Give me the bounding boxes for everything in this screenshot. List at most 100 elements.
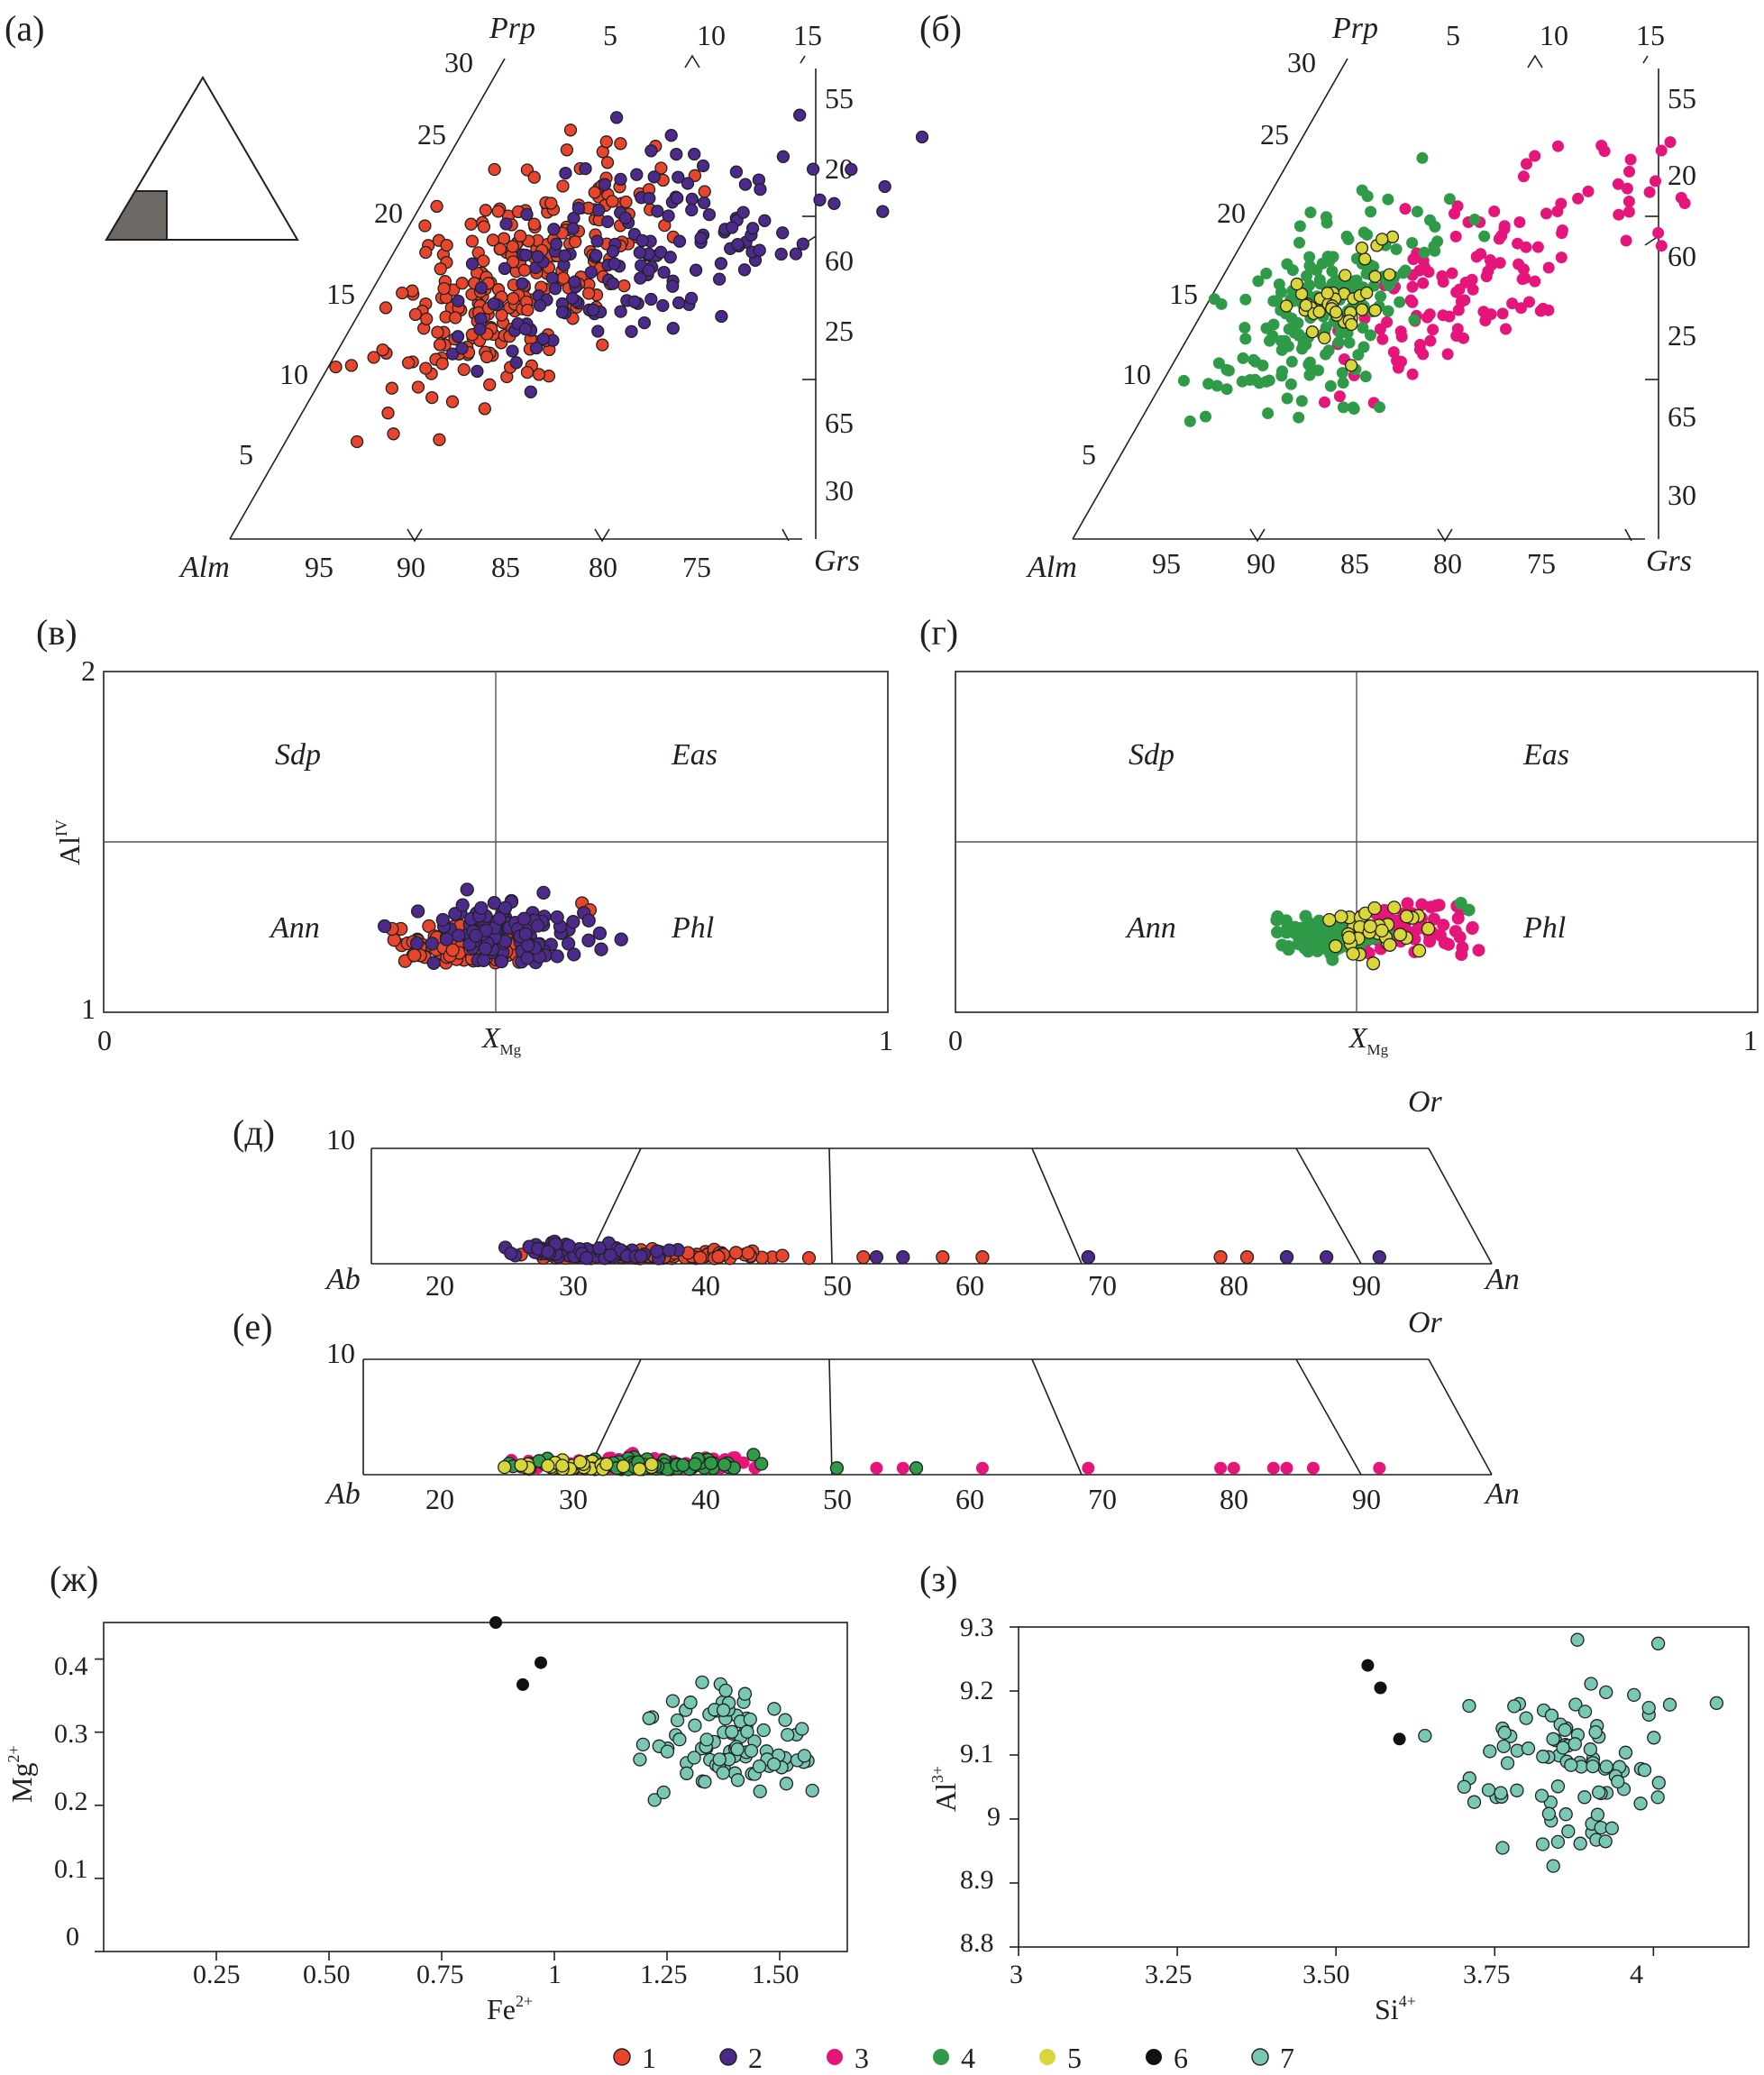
point-series-3 — [1655, 240, 1668, 252]
right-tick-a-65: 65 — [825, 407, 854, 439]
prp-tick-b-20: 20 — [1217, 197, 1246, 229]
point-series-7 — [737, 1687, 753, 1701]
y-tick-c-1: 1 — [81, 992, 96, 1025]
y-axis-label-h: Al3+ — [928, 1766, 962, 1812]
corner-ab-f: Ab — [324, 1477, 361, 1511]
point-series-2 — [725, 221, 739, 234]
point-series-7 — [1641, 1700, 1656, 1715]
point-series-1 — [381, 407, 395, 420]
x-tick-e-60: 60 — [955, 1269, 984, 1302]
point-series-7 — [1546, 1859, 1560, 1873]
point-series-1 — [614, 137, 627, 151]
point-series-4 — [1284, 921, 1297, 935]
point-series-2 — [789, 247, 803, 261]
corner-or-f: Or — [1408, 1306, 1443, 1339]
point-series-4 — [1382, 193, 1394, 206]
point-series-2 — [876, 205, 890, 218]
point-series-3 — [1437, 919, 1450, 932]
x-tick-g-5: 1.50 — [752, 1960, 800, 1989]
point-series-2 — [715, 309, 728, 324]
inset-highlight — [105, 190, 168, 241]
point-series-2 — [603, 1248, 617, 1263]
point-series-7 — [1584, 1677, 1598, 1691]
point-series-1 — [387, 933, 401, 947]
point-series-3 — [1082, 1461, 1095, 1475]
point-series-7 — [1564, 1758, 1578, 1772]
plot-frame-g — [103, 1622, 848, 1952]
point-series-5 — [616, 1458, 631, 1474]
point-series-2 — [672, 296, 686, 310]
point-series-7 — [1519, 1711, 1533, 1725]
point-series-4 — [1416, 151, 1429, 164]
point-series-4 — [1303, 369, 1316, 381]
point-series-5 — [1366, 956, 1381, 971]
point-series-3 — [1496, 307, 1509, 320]
point-series-1 — [465, 234, 480, 248]
field-phl-d: Phl — [1522, 911, 1566, 945]
point-series-1 — [506, 240, 519, 253]
point-series-5 — [1329, 306, 1343, 319]
point-series-3 — [1622, 206, 1635, 218]
point-series-3 — [1650, 175, 1661, 187]
point-series-4 — [1200, 410, 1211, 423]
point-series-4 — [1312, 914, 1326, 928]
point-series-4 — [1375, 290, 1387, 303]
x-tick-h-0: 3 — [1010, 1960, 1023, 1989]
point-series-7 — [752, 1759, 767, 1774]
x-axis-label-h: Si4+ — [1375, 1992, 1416, 2025]
point-series-2 — [684, 291, 699, 306]
y-tick-g-3: 0.3 — [54, 1719, 88, 1749]
point-series-2 — [549, 237, 563, 251]
point-series-5 — [1421, 921, 1436, 936]
point-series-1 — [431, 325, 444, 339]
svg-text:AlIV: AlIV — [52, 819, 86, 865]
point-series-7 — [1558, 1723, 1572, 1737]
field-eas-c: Eas — [671, 738, 717, 772]
points-h — [1361, 1632, 1724, 1873]
point-series-1 — [936, 1250, 950, 1265]
right-tick-b-65: 65 — [1668, 400, 1696, 433]
x-tick-f-60: 60 — [955, 1483, 984, 1515]
legend-label-4: 4 — [961, 2042, 975, 2074]
point-series-7 — [712, 1752, 727, 1767]
point-series-5 — [1329, 939, 1343, 954]
point-series-2 — [587, 303, 600, 316]
point-series-5 — [1321, 287, 1334, 300]
point-series-2 — [1279, 1250, 1294, 1265]
point-series-2 — [896, 1250, 910, 1265]
point-series-5 — [541, 1458, 555, 1473]
point-series-7 — [1583, 1742, 1598, 1757]
x-tick-f-70: 70 — [1088, 1483, 1117, 1515]
point-series-4 — [1263, 374, 1275, 387]
point-series-7 — [797, 1749, 812, 1763]
point-series-2 — [473, 323, 487, 336]
point-series-2 — [736, 206, 750, 219]
point-series-3 — [1451, 200, 1464, 213]
point-series-7 — [716, 1766, 730, 1780]
point-series-5 — [1355, 303, 1369, 316]
point-series-3 — [1481, 307, 1494, 320]
point-series-7 — [1577, 1790, 1592, 1805]
x-tick-d-1: 1 — [1743, 1024, 1758, 1056]
corner-ab-e: Ab — [324, 1263, 361, 1296]
point-series-4 — [1293, 411, 1305, 424]
field-ann-c: Ann — [269, 911, 320, 945]
point-series-3 — [1572, 192, 1585, 205]
point-series-2 — [520, 951, 535, 965]
point-series-2 — [498, 900, 513, 915]
point-series-3 — [1376, 333, 1389, 345]
point-series-7 — [1604, 1821, 1619, 1835]
point-series-2 — [451, 330, 465, 343]
point-series-2 — [614, 305, 627, 318]
point-series-2 — [452, 928, 466, 943]
point-series-2 — [518, 322, 533, 336]
point-series-3 — [1455, 948, 1468, 962]
point-series-4 — [1418, 246, 1430, 259]
point-series-1 — [544, 197, 558, 210]
bottom-tick-a-95: 95 — [305, 551, 334, 583]
point-series-1 — [507, 292, 520, 306]
x-label-c: X — [480, 1021, 501, 1054]
point-series-4 — [1468, 214, 1481, 225]
point-series-3 — [1266, 1461, 1280, 1475]
points-b — [1177, 136, 1691, 427]
